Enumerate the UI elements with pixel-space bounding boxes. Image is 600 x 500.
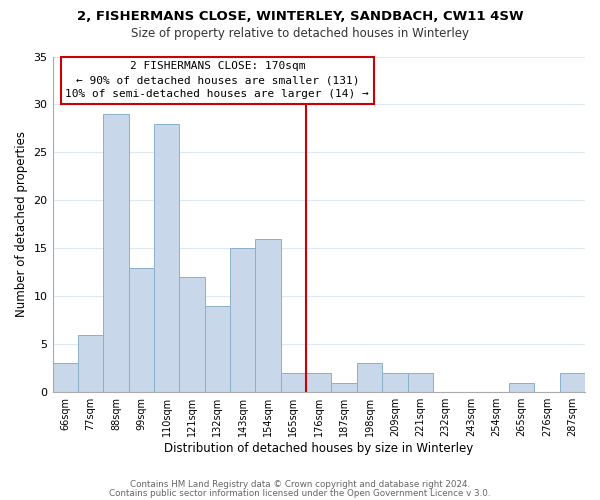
Text: 2 FISHERMANS CLOSE: 170sqm
← 90% of detached houses are smaller (131)
10% of sem: 2 FISHERMANS CLOSE: 170sqm ← 90% of deta… [65,62,369,100]
X-axis label: Distribution of detached houses by size in Winterley: Distribution of detached houses by size … [164,442,473,455]
Bar [256,238,281,392]
Bar [154,124,179,392]
Y-axis label: Number of detached properties: Number of detached properties [15,132,28,318]
Bar [230,248,256,392]
Bar [179,277,205,392]
Bar [128,268,154,392]
Bar [78,334,103,392]
Bar [407,373,433,392]
Bar [103,114,128,392]
Bar [281,373,306,392]
Bar [357,364,382,392]
Text: Contains HM Land Registry data © Crown copyright and database right 2024.: Contains HM Land Registry data © Crown c… [130,480,470,489]
Bar [205,306,230,392]
Bar [509,382,534,392]
Bar [331,382,357,392]
Bar [382,373,407,392]
Bar [53,364,78,392]
Bar [306,373,331,392]
Bar [560,373,585,392]
Text: 2, FISHERMANS CLOSE, WINTERLEY, SANDBACH, CW11 4SW: 2, FISHERMANS CLOSE, WINTERLEY, SANDBACH… [77,10,523,23]
Text: Contains public sector information licensed under the Open Government Licence v : Contains public sector information licen… [109,488,491,498]
Text: Size of property relative to detached houses in Winterley: Size of property relative to detached ho… [131,28,469,40]
